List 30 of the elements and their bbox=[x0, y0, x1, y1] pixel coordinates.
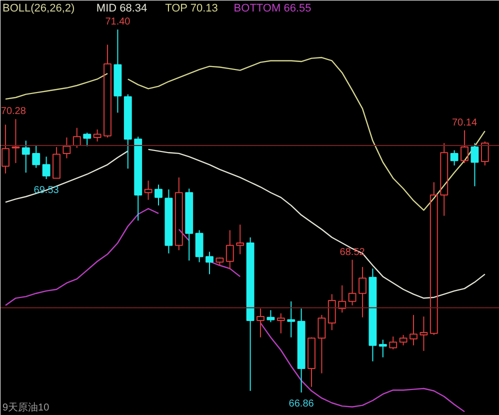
annotation: 70.14 bbox=[452, 117, 478, 128]
annotation: 66.86 bbox=[288, 398, 314, 410]
text: BOTTOM 66.55 bbox=[234, 2, 312, 14]
candlestick bbox=[12, 118, 20, 164]
candlestick bbox=[256, 308, 264, 338]
candlestick bbox=[2, 124, 10, 174]
chart-title: BOLL(26,26,2) bbox=[2, 2, 75, 14]
candlestick bbox=[297, 308, 306, 393]
text: MID 68.34 bbox=[96, 2, 148, 14]
candlestick bbox=[389, 336, 398, 350]
annotation: 71.40 bbox=[105, 16, 131, 28]
text: TOP 70.13 bbox=[165, 2, 218, 14]
candlestick bbox=[144, 180, 152, 200]
candlestick bbox=[440, 142, 448, 216]
text: 9天原油10 bbox=[2, 402, 50, 414]
candlestick bbox=[328, 294, 336, 331]
candlestick bbox=[236, 224, 244, 255]
candlestick bbox=[154, 184, 162, 206]
candlestick bbox=[287, 300, 296, 338]
candlestick bbox=[368, 268, 377, 362]
candlestick bbox=[420, 316, 428, 352]
annotation: 70.28 bbox=[0, 106, 26, 118]
candlestick bbox=[378, 339, 387, 358]
candlestick bbox=[358, 266, 366, 318]
candlestick bbox=[114, 29, 122, 114]
candlestick bbox=[246, 236, 254, 392]
candlestick bbox=[226, 230, 234, 270]
candlestick bbox=[410, 314, 418, 346]
candlestick bbox=[164, 188, 173, 254]
candlestick bbox=[195, 230, 204, 263]
